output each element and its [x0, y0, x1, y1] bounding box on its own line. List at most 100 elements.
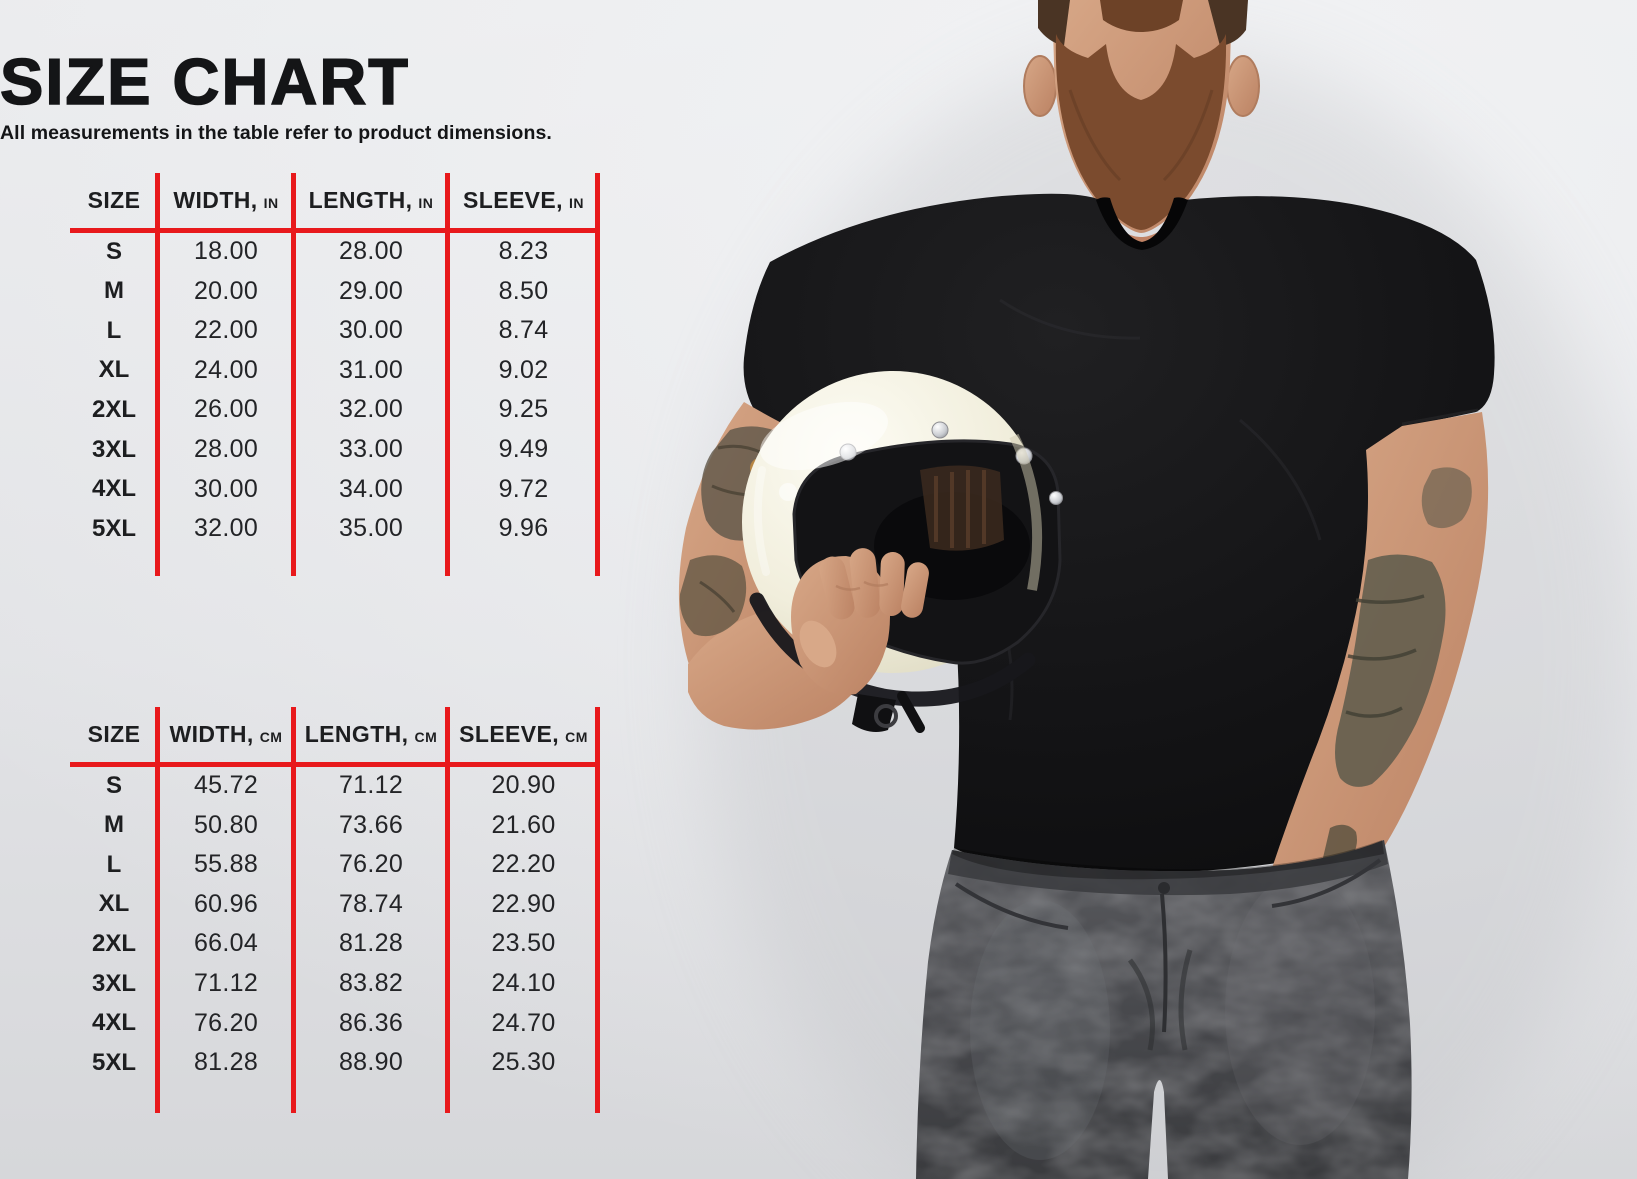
cell-sleeve: 20.90 — [491, 771, 556, 800]
cell-length: 73.66 — [338, 810, 404, 839]
column-header-size: SIZE — [87, 186, 141, 213]
cell-length: 35.00 — [338, 514, 404, 543]
cell-length: 32.00 — [338, 395, 404, 424]
forearm-tattoo — [1335, 554, 1446, 787]
hair-right — [1208, 0, 1248, 46]
cell-size: 3XL — [91, 969, 136, 997]
hair-left — [1038, 0, 1070, 46]
cell-sleeve: 9.72 — [498, 474, 549, 503]
cell-sleeve: 9.96 — [498, 514, 549, 543]
helmet-bottom-trim — [749, 592, 1036, 707]
cell-length: 29.00 — [338, 276, 404, 305]
column-header-sleeve: SLEEVE, CM — [459, 720, 588, 747]
column-divider — [595, 173, 600, 576]
cell-width: 20.00 — [193, 276, 259, 305]
cell-width: 76.20 — [193, 1008, 259, 1037]
cell-sleeve: 25.30 — [491, 1048, 556, 1077]
cell-width: 22.00 — [193, 316, 259, 345]
man-figure — [678, 0, 1495, 1179]
cell-size: 5XL — [91, 1048, 136, 1076]
column-header-size: SIZE — [87, 720, 141, 747]
column-divider — [155, 173, 160, 576]
gripping-hand — [791, 548, 929, 695]
cell-size: 3XL — [91, 435, 136, 463]
cell-size: XL — [98, 890, 130, 918]
cell-sleeve: 8.23 — [498, 237, 549, 266]
cell-sleeve: 22.90 — [491, 889, 556, 918]
cell-sleeve: 24.10 — [491, 969, 556, 997]
cell-sleeve: 9.02 — [498, 355, 549, 384]
rivet — [931, 421, 949, 439]
beard — [1055, 34, 1227, 230]
helmet-strap — [852, 694, 896, 732]
cell-length: 76.20 — [338, 850, 404, 879]
right-ear — [1226, 55, 1260, 117]
cell-sleeve: 8.74 — [498, 316, 549, 345]
cell-width: 45.72 — [193, 771, 259, 800]
column-header-length: LENGTH, CM — [304, 720, 438, 747]
column-divider — [445, 707, 450, 1113]
cell-width: 32.00 — [193, 514, 259, 543]
cell-size: M — [104, 277, 124, 305]
header-divider — [70, 228, 599, 233]
cell-size: L — [106, 850, 122, 878]
page-title: SIZE CHART — [0, 44, 410, 119]
cell-size: XL — [98, 356, 130, 384]
cell-length: 86.36 — [338, 1008, 404, 1037]
pocket-seam — [954, 882, 1069, 930]
cell-sleeve: 23.50 — [491, 929, 556, 958]
cell-size: S — [105, 771, 122, 799]
cell-width: 50.80 — [193, 810, 259, 839]
cell-length: 30.00 — [338, 316, 404, 345]
size-table-centimeters: SIZE WIDTH, CM LENGTH, CM SLEEVE, CM S 45.7… — [70, 702, 600, 1113]
cell-width: 71.12 — [193, 969, 259, 997]
cell-sleeve: 21.60 — [491, 810, 556, 839]
cell-length: 34.00 — [338, 474, 404, 503]
cell-sleeve: 8.50 — [498, 276, 549, 305]
column-divider — [291, 173, 296, 576]
cell-width: 30.00 — [193, 474, 259, 503]
cell-sleeve: 22.20 — [491, 850, 556, 879]
column-divider — [445, 173, 450, 576]
pocket-seam — [1271, 858, 1382, 908]
finger — [819, 556, 855, 620]
cell-width: 18.00 — [193, 237, 259, 266]
column-header-width: WIDTH, CM — [169, 720, 283, 747]
cell-width: 81.28 — [193, 1048, 259, 1077]
visor-snap — [1049, 491, 1063, 505]
finger — [879, 552, 905, 616]
cell-size: 2XL — [91, 929, 136, 957]
cell-width: 60.96 — [193, 889, 259, 918]
cell-length: 78.74 — [338, 889, 404, 918]
cell-length: 83.82 — [338, 969, 404, 997]
finger — [901, 562, 929, 618]
thumb — [799, 620, 837, 668]
cell-sleeve: 9.25 — [498, 395, 549, 424]
size-table-inches: SIZE WIDTH, IN LENGTH, IN SLEEVE, IN S 18.0… — [70, 168, 600, 576]
helmet-padding — [920, 465, 1004, 551]
collar — [1096, 197, 1188, 250]
header-divider — [70, 762, 599, 767]
cell-size: L — [106, 316, 122, 344]
cell-width: 66.04 — [193, 929, 259, 958]
cell-length: 81.28 — [338, 929, 404, 958]
helmet-highlight — [760, 401, 888, 471]
cell-length: 31.00 — [338, 355, 404, 384]
column-divider — [595, 707, 600, 1113]
cell-size: 2XL — [91, 395, 136, 423]
cell-length: 33.00 — [338, 435, 404, 463]
cell-width: 24.00 — [193, 355, 259, 384]
cell-length: 71.12 — [338, 771, 404, 800]
cell-size: 4XL — [91, 475, 136, 503]
fly-seam — [1160, 893, 1168, 1033]
jeans-button — [1158, 882, 1170, 894]
cell-length: 88.90 — [338, 1048, 404, 1077]
column-header-length: LENGTH, IN — [308, 186, 434, 213]
page-subtitle: All measurements in the table refer to p… — [0, 122, 552, 144]
column-divider — [155, 707, 160, 1113]
column-header-width: WIDTH, IN — [173, 186, 279, 213]
cell-size: 5XL — [91, 514, 136, 542]
cell-size: 4XL — [91, 1009, 136, 1037]
